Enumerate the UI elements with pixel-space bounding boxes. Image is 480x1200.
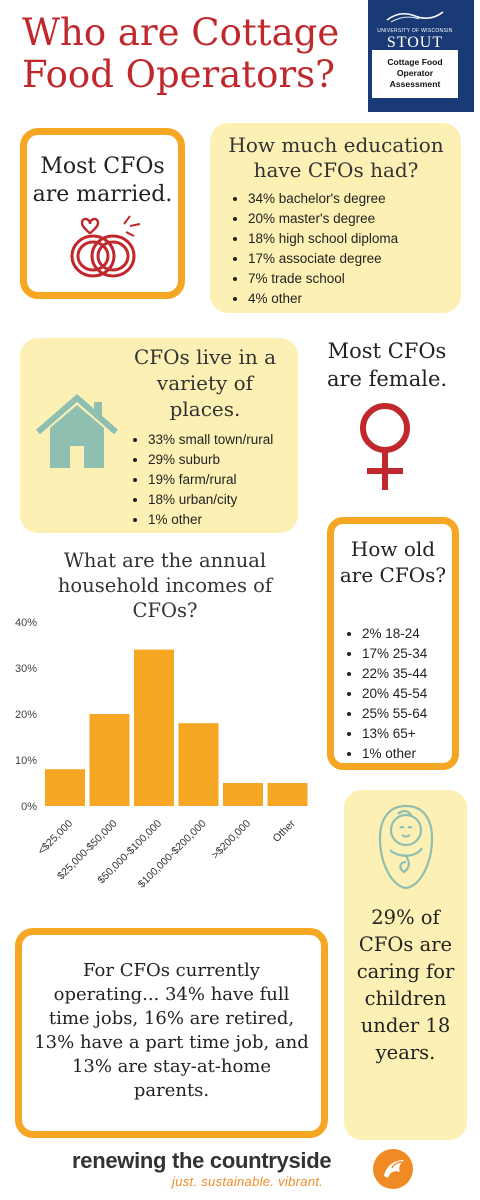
x-tick-label: <$25,000 [35,818,75,858]
wedding-rings-icon [70,215,141,278]
female-text: Most CFOs are female. [326,339,448,391]
bar [134,649,174,806]
jobs-card: For CFOs currently operating... 34% have… [15,928,328,1138]
married-card: Most CFOs are married. [20,128,185,299]
house-icon [36,394,118,468]
y-tick-label: 10% [15,755,37,767]
age-card: How old are CFOs? 2% 18-24 17% 25-34 22%… [327,517,459,770]
y-tick-label: 0% [21,801,37,813]
list-item: 33% small town/rural [148,430,273,450]
list-item: 34% bachelor's degree [248,189,398,209]
logo-university: UNIVERSITY OF WISCONSIN [377,28,453,34]
list-item: 29% suburb [148,450,273,470]
list-item: 22% 35-44 [362,664,427,684]
children-card: 29% of CFOs are caring for children unde… [344,790,467,1140]
age-title: How old are CFOs? [339,537,447,587]
income-bar-chart: 0%10%20%30%40% <$25,000$25,000-$50,000$5… [15,617,308,891]
logo-name: STOUT [386,34,444,51]
education-list: 34% bachelor's degree 20% master's degre… [230,189,398,309]
education-card: How much education have CFOs had? 34% ba… [210,123,461,313]
y-tick-label: 30% [15,663,37,675]
list-item: 18% urban/city [148,490,273,510]
renewing-logo-icon [373,1149,413,1189]
jobs-text: For CFOs currently operating... 34% have… [34,960,309,1101]
x-tick-label: >$200,000 [209,818,253,862]
list-item: 2% 18-24 [362,624,427,644]
education-title: How much education have CFOs had? [228,133,444,182]
bar [45,769,85,806]
places-title: CFOs live in a variety of places. [133,345,277,421]
footer-brand: renewing the countryside [72,1148,332,1173]
list-item: 13% 65+ [362,724,427,744]
logo-wave-icon [386,11,444,23]
list-item: 1% other [362,744,427,764]
list-item: 17% associate degree [248,249,398,269]
list-item: 1% other [148,510,273,530]
page-title: Who are Cottage Food Operators? [22,11,340,96]
logo-emblem: UNIVERSITY OF WISCONSIN STOUT [376,4,454,51]
x-tick-label: Other [271,817,298,844]
list-item: 18% high school diploma [248,229,398,249]
list-item: 7% trade school [248,269,398,289]
baby-icon [378,804,434,890]
places-card: CFOs live in a variety of places. 33% sm… [20,338,298,533]
list-item: 4% other [248,289,398,309]
list-item: 25% 55-64 [362,704,427,724]
female-symbol-icon [360,403,410,490]
list-item: 17% 25-34 [362,644,427,664]
list-item: 19% farm/rural [148,470,273,490]
footer-tagline: just. sustainable. vibrant. [172,1174,324,1189]
bar [267,783,308,806]
bar [89,714,130,806]
list-item: 20% 45-54 [362,684,427,704]
logo-subtitle: Cottage Food Operator Assessment [387,57,443,89]
children-text: 29% of CFOs are caring for children unde… [356,906,455,1064]
uw-stout-logo: UNIVERSITY OF WISCONSIN STOUT Cottage Fo… [368,0,474,112]
places-list: 33% small town/rural 29% suburb 19% farm… [130,430,273,530]
bar [223,783,263,806]
age-list: 2% 18-24 17% 25-34 22% 35-44 20% 45-54 2… [344,624,427,764]
y-tick-label: 40% [15,617,37,629]
list-item: 20% master's degree [248,209,398,229]
bar [178,723,219,806]
married-text: Most CFOs are married. [32,154,173,207]
y-tick-label: 20% [15,709,37,721]
logo-subtitle-box: Cottage Food Operator Assessment [372,50,458,98]
income-chart-title: What are the annual household incomes of… [57,549,273,622]
